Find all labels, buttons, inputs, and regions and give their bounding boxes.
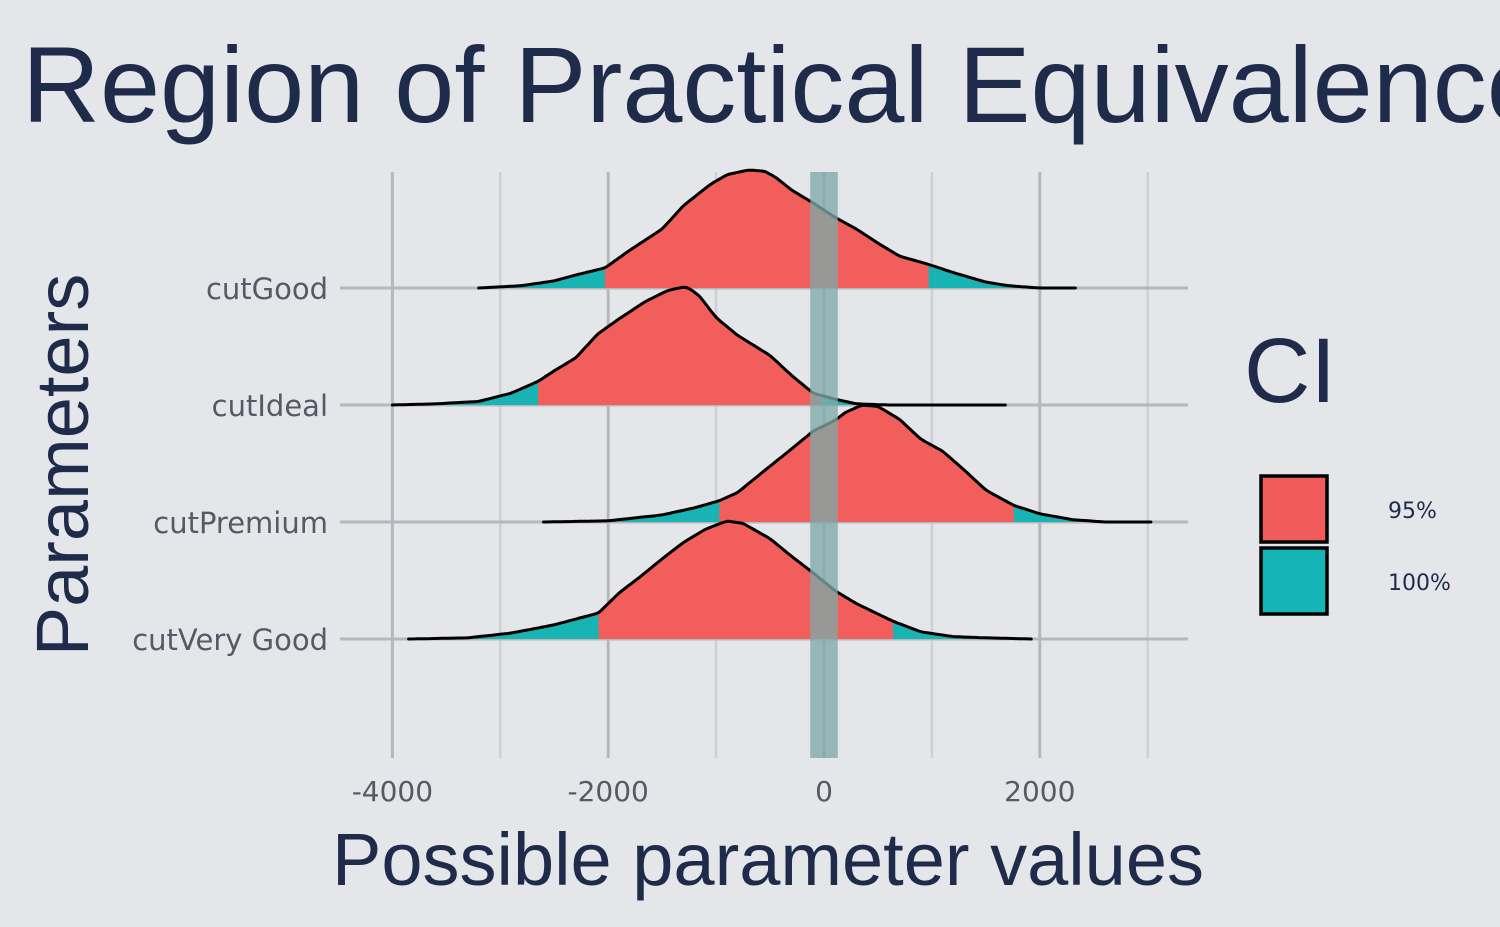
y-tick-label: cutVery Good [132, 623, 328, 657]
x-tick-label: -2000 [568, 775, 649, 808]
chart-title: Region of Practical Equivalence (RO [22, 24, 1500, 145]
y-tick-label: cutIdeal [212, 389, 328, 423]
legend: CI 95% 100% [1244, 320, 1451, 616]
ridges-layer [390, 168, 1153, 641]
legend-label: 95% [1388, 499, 1437, 524]
ridge-outline-cutideal [390, 285, 1007, 407]
legend-swatch [1259, 546, 1329, 616]
ridge-outline-cutvery-good [407, 519, 1033, 641]
x-tick-label: 2000 [1004, 775, 1075, 808]
y-tick-label: cutGood [206, 272, 328, 306]
y-tick-label: cutPremium [153, 506, 328, 540]
ridge-outline-cutgood [477, 168, 1077, 290]
x-axis-label: Possible parameter values [332, 818, 1204, 901]
rope-band [810, 172, 838, 758]
x-tick-label: 0 [815, 775, 833, 808]
ridge-outline-cutpremium [542, 403, 1153, 524]
y-axis-label: Parameters [21, 274, 104, 656]
rope-layer [810, 172, 838, 758]
legend-title: CI [1244, 320, 1336, 422]
tick-labels-layer: -4000 -2000 0 2000 cutGood cutIdeal cutPremium… [132, 272, 1075, 808]
legend-swatch [1259, 474, 1329, 544]
x-tick-label: -4000 [352, 775, 433, 808]
legend-label: 100% [1388, 571, 1451, 596]
